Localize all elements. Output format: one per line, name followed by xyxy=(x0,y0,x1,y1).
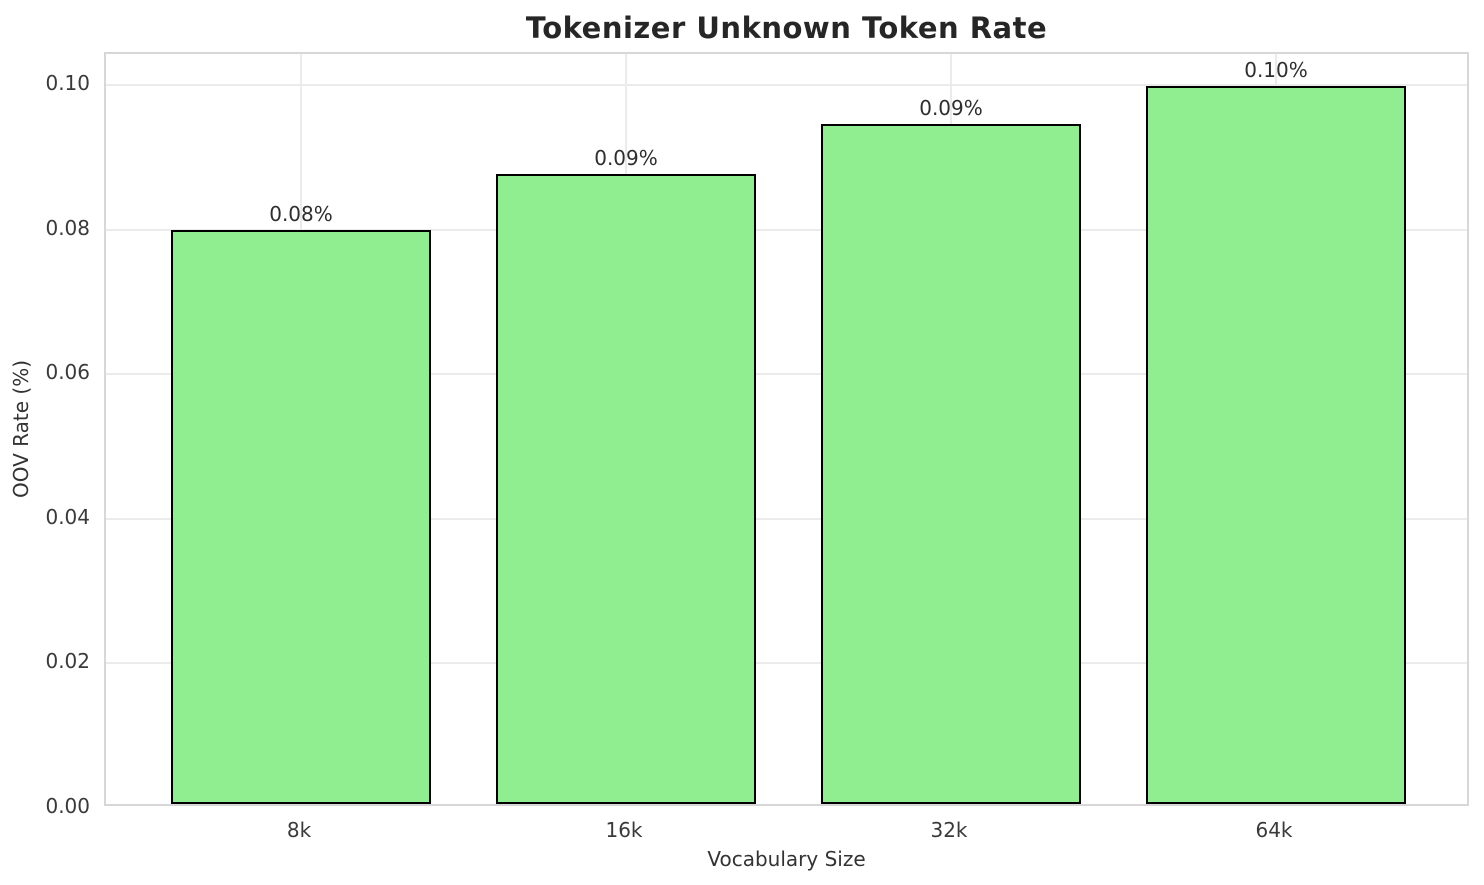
y-tick-label: 0.10 xyxy=(45,71,90,96)
y-gridline xyxy=(106,662,1467,665)
x-tick-label: 8k xyxy=(286,818,312,842)
y-tick-label: 0.04 xyxy=(45,504,90,529)
bar xyxy=(496,174,756,804)
y-tick-label: 0.02 xyxy=(45,649,90,674)
bar-value-label: 0.10% xyxy=(1244,58,1308,83)
x-tick-label: 32k xyxy=(930,818,968,842)
plot-area: 0.08% 0.09% 0.09% 0.10% xyxy=(104,52,1469,806)
bar xyxy=(1146,86,1406,804)
y-gridline xyxy=(106,228,1467,231)
y-gridline xyxy=(106,84,1467,87)
bar-value-label: 0.08% xyxy=(269,202,333,227)
x-tick-label: 64k xyxy=(1255,818,1293,842)
y-tick-label: 0.06 xyxy=(45,360,90,385)
bar-value-label: 0.09% xyxy=(919,96,983,121)
chart-title: Tokenizer Unknown Token Rate xyxy=(525,11,1048,45)
y-tick-label: 0.08 xyxy=(45,215,90,240)
x-tick-label: 16k xyxy=(605,818,643,842)
y-gridline xyxy=(106,373,1467,376)
bar-value-label: 0.09% xyxy=(594,146,658,171)
y-gridline xyxy=(106,517,1467,520)
y-tick-label: 0.00 xyxy=(45,794,90,818)
x-axis-label: Vocabulary Size xyxy=(707,847,866,871)
bar xyxy=(171,230,431,804)
bar xyxy=(821,124,1081,804)
